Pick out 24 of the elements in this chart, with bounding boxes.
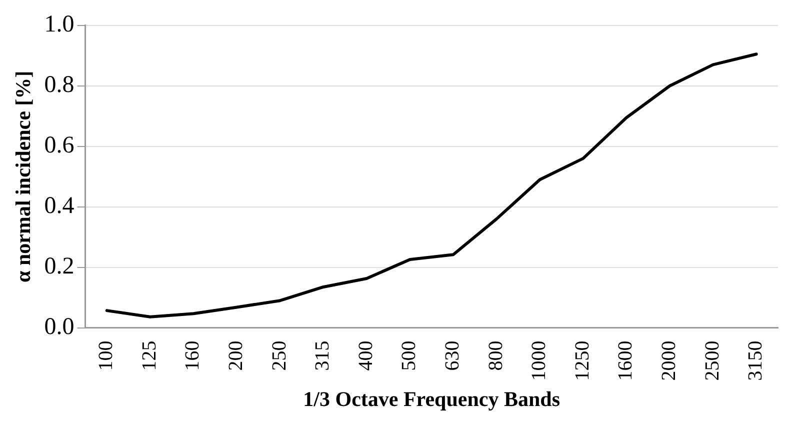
y-tick-label: 0.0 bbox=[44, 314, 74, 340]
y-tick-label: 1.0 bbox=[44, 12, 74, 38]
x-tick-label: 160 bbox=[182, 340, 204, 371]
x-tick-label: 500 bbox=[398, 340, 420, 371]
x-tick-label: 200 bbox=[225, 340, 247, 371]
x-tick-label: 315 bbox=[312, 340, 334, 371]
x-tick-label: 250 bbox=[268, 340, 290, 371]
x-tick-label: 2500 bbox=[701, 340, 724, 381]
x-tick-label: 2000 bbox=[658, 340, 680, 381]
x-tick-label: 3150 bbox=[744, 340, 767, 381]
y-axis-title: α normal incidence [%] bbox=[11, 70, 36, 282]
y-tick-label: 0.2 bbox=[44, 254, 74, 280]
x-tick-label: 125 bbox=[138, 340, 160, 371]
x-tick-label: 100 bbox=[95, 340, 118, 371]
x-tick-label: 1600 bbox=[614, 340, 637, 381]
y-tick-label: 0.8 bbox=[44, 72, 74, 98]
x-tick-label: 630 bbox=[442, 340, 464, 371]
x-tick-label: 1250 bbox=[571, 340, 594, 381]
x-tick-label: 400 bbox=[354, 340, 377, 371]
x-tick-label: 1000 bbox=[528, 340, 550, 381]
x-axis-title: 1/3 Octave Frequency Bands bbox=[303, 386, 560, 411]
x-tick-label: 800 bbox=[484, 340, 507, 371]
y-tick-label: 0.6 bbox=[44, 132, 74, 159]
y-tick-label: 0.4 bbox=[44, 193, 74, 220]
